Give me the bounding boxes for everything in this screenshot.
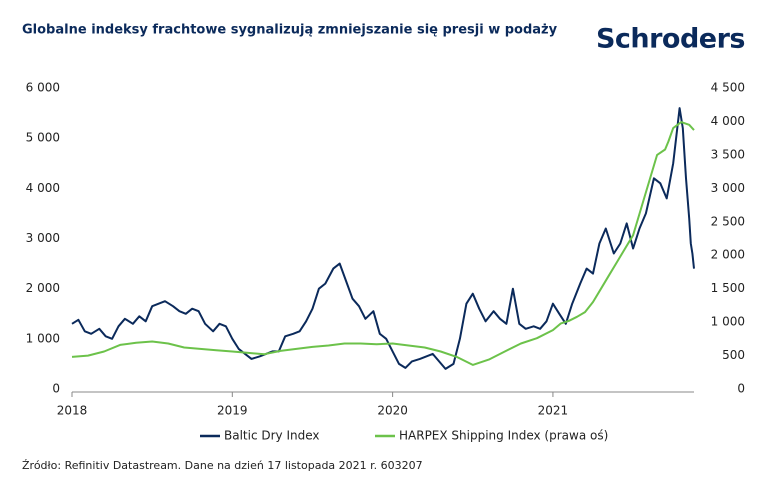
- x-tick-label: 2019: [217, 404, 248, 418]
- x-tick-label: 2021: [538, 404, 569, 418]
- y2-tick-label: 3 500: [711, 147, 745, 161]
- x-tick-label: 2018: [57, 404, 88, 418]
- y2-tick-label: 2 500: [711, 214, 745, 228]
- y-tick-label: 4 000: [26, 181, 60, 195]
- y-tick-label: 2 000: [26, 281, 60, 295]
- x-tick-label: 2020: [377, 404, 408, 418]
- y2-tick-label: 3 000: [711, 181, 745, 195]
- legend-label: HARPEX Shipping Index (prawa oś): [399, 429, 608, 443]
- series-line: [71, 121, 695, 366]
- y2-tick-label: 1 000: [711, 315, 745, 329]
- y2-tick-label: 4 500: [711, 81, 745, 95]
- y2-tick-label: 2 000: [711, 248, 745, 262]
- y-tick-label: 6 000: [26, 81, 60, 95]
- y2-tick-label: 1 500: [711, 281, 745, 295]
- y-tick-label: 0: [52, 382, 60, 396]
- y2-tick-label: 500: [722, 348, 745, 362]
- y-tick-label: 5 000: [26, 131, 60, 145]
- y-tick-label: 3 000: [26, 231, 60, 245]
- brand-logo: Schroders: [596, 24, 745, 55]
- source-note: Źródło: Refinitiv Datastream. Dane na dz…: [22, 459, 423, 472]
- legend-label: Baltic Dry Index: [224, 429, 320, 443]
- y2-tick-label: 4 000: [711, 114, 745, 128]
- y2-tick-label: 0: [737, 382, 745, 396]
- chart-title: Globalne indeksy frachtowe sygnalizują z…: [22, 23, 558, 38]
- y-tick-label: 1 000: [26, 331, 60, 345]
- series-line: [71, 107, 695, 370]
